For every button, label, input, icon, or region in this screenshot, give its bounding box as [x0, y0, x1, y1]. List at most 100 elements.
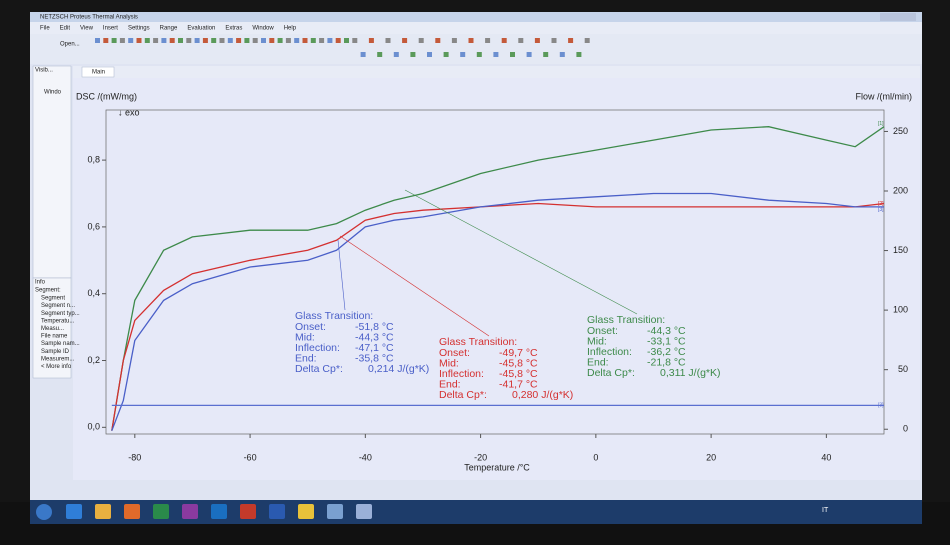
taskbar-app[interactable] [240, 504, 256, 519]
y-tick-label: 0,6 [87, 221, 100, 231]
annotation-label: Onset: [439, 347, 470, 359]
data-line [111, 192, 884, 431]
toolbar-icon[interactable] [468, 38, 474, 43]
y2-tick-label: 100 [893, 304, 908, 314]
menu-item[interactable]: Help [284, 26, 297, 32]
menu-item[interactable]: View [80, 26, 94, 32]
toolbar-icon[interactable] [451, 38, 457, 43]
menu-item[interactable]: Insert [103, 26, 118, 32]
taskbar-app[interactable] [211, 504, 227, 519]
toolbar-icon[interactable] [269, 38, 275, 43]
toolbar-icon[interactable] [352, 38, 358, 43]
toolbar-icon[interactable] [534, 38, 540, 43]
open-button[interactable]: Open... [60, 42, 80, 48]
toolbar-icon[interactable] [485, 38, 491, 43]
toolbar-icon[interactable] [294, 38, 300, 43]
y2-tick-label: 0 [903, 424, 908, 434]
toolbar-icon[interactable] [252, 38, 258, 43]
toolbar-icon[interactable] [402, 38, 408, 43]
toolbar-icon[interactable] [510, 52, 515, 57]
toolbar-icon[interactable] [476, 52, 482, 57]
toolbar-icon[interactable] [153, 38, 159, 43]
toolbar-icon[interactable] [526, 52, 532, 57]
side-panel [32, 65, 72, 279]
toolbar-icon[interactable] [435, 38, 441, 43]
toolbar-icon[interactable] [194, 38, 200, 43]
toolbar-icon[interactable] [360, 52, 366, 57]
taskbar-app[interactable] [153, 504, 169, 519]
menu-item[interactable]: Evaluation [187, 26, 215, 32]
data-line [111, 126, 885, 431]
toolbar-icon[interactable] [335, 38, 341, 43]
taskbar [30, 500, 922, 524]
toolbar-icon[interactable] [186, 38, 192, 43]
toolbar-icon[interactable] [111, 38, 117, 43]
toolbar-icon[interactable] [427, 52, 432, 57]
taskbar-app[interactable] [269, 504, 285, 519]
toolbar-icon[interactable] [144, 38, 150, 43]
toolbar-icon[interactable] [211, 38, 217, 43]
toolbar-icon[interactable] [178, 38, 183, 43]
start-button[interactable] [36, 504, 52, 520]
toolbar-icon[interactable] [244, 38, 250, 43]
toolbar-icon[interactable] [119, 38, 125, 43]
toolbar-icon[interactable] [219, 38, 225, 43]
toolbar-icon[interactable] [576, 52, 582, 57]
toolbar-icon[interactable] [418, 38, 424, 43]
toolbar-icon[interactable] [236, 38, 242, 43]
toolbar-icon[interactable] [568, 38, 574, 43]
toolbar-icon[interactable] [285, 38, 291, 43]
menu-item[interactable]: File [40, 26, 50, 32]
annotation-value: -45,8 °C [499, 357, 538, 369]
toolbar-icon[interactable] [319, 38, 325, 43]
taskbar-app[interactable] [327, 504, 343, 519]
toolbar-icon[interactable] [368, 38, 374, 43]
menu-item[interactable]: Window [252, 26, 274, 32]
toolbar-icon[interactable] [128, 38, 134, 43]
window-controls[interactable] [880, 13, 916, 21]
toolbar-icon[interactable] [310, 38, 316, 43]
toolbar-icon[interactable] [584, 38, 590, 43]
tab[interactable] [81, 66, 115, 78]
window-title: NETZSCH Proteus Thermal Analysis [40, 15, 138, 21]
toolbar-icon[interactable] [103, 38, 109, 43]
toolbar-icon[interactable] [393, 52, 399, 57]
menu-item[interactable]: Range [160, 26, 178, 32]
toolbar-icon[interactable] [493, 52, 499, 57]
toolbar-icon[interactable] [377, 52, 383, 57]
taskbar-app[interactable] [182, 504, 198, 519]
toolbar-icon[interactable] [169, 38, 175, 43]
annotation-title: Glass Transition: [587, 314, 665, 326]
toolbar-icon[interactable] [410, 52, 416, 57]
menu-item[interactable]: Settings [128, 26, 150, 32]
tab-label[interactable]: Main [92, 70, 105, 76]
toolbar-icon[interactable] [551, 38, 557, 43]
menu-item[interactable]: Edit [60, 26, 71, 32]
toolbar-icon[interactable] [202, 38, 208, 43]
toolbar-icon[interactable] [136, 38, 142, 43]
menu-item[interactable]: Extras [225, 26, 242, 32]
taskbar-app[interactable] [356, 504, 372, 519]
toolbar-icon[interactable] [501, 38, 507, 43]
toolbar-icon[interactable] [543, 52, 549, 57]
toolbar-icon[interactable] [261, 38, 266, 43]
toolbar-icon[interactable] [161, 38, 167, 43]
taskbar-app[interactable] [124, 504, 140, 519]
toolbar-icon[interactable] [460, 52, 466, 57]
toolbar-icon[interactable] [385, 38, 391, 43]
menu-bar [30, 22, 922, 34]
taskbar-app[interactable] [298, 504, 314, 519]
toolbar-icon[interactable] [344, 38, 349, 43]
tree-item[interactable]: Windo [44, 90, 62, 96]
x-tick-label: -20 [474, 452, 487, 462]
toolbar-icon[interactable] [95, 38, 100, 43]
toolbar-icon[interactable] [277, 38, 283, 43]
toolbar-icon[interactable] [518, 38, 524, 43]
taskbar-app[interactable] [66, 504, 82, 519]
toolbar-icon[interactable] [327, 38, 333, 43]
toolbar-icon[interactable] [302, 38, 308, 43]
toolbar-icon[interactable] [227, 38, 233, 43]
taskbar-app[interactable] [95, 504, 111, 519]
toolbar-icon[interactable] [443, 52, 449, 57]
toolbar-icon[interactable] [559, 52, 565, 57]
